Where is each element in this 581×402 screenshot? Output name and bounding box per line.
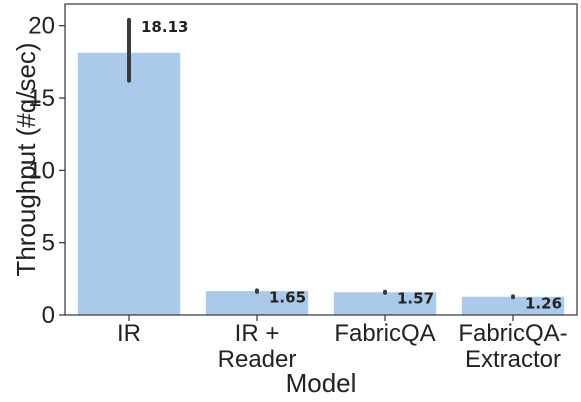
y-tick-label: 5 xyxy=(42,230,55,257)
x-tick-label: IR + Reader xyxy=(218,320,297,373)
bar xyxy=(461,296,565,315)
y-axis-title: Throughput (#q/sec) xyxy=(11,42,41,276)
y-tick-label: 0 xyxy=(42,302,55,329)
bar xyxy=(77,52,181,316)
x-axis-title: Model xyxy=(286,368,357,398)
y-tick-label: 15 xyxy=(28,85,55,112)
data-label: 1.65 xyxy=(269,288,306,306)
x-tick-label: IR xyxy=(117,320,141,347)
bar xyxy=(333,292,437,315)
y-tick-label: 20 xyxy=(28,13,55,40)
x-tick-label: FabricQA-Extractor xyxy=(458,320,567,373)
axes-frame xyxy=(64,3,578,316)
data-label: 18.13 xyxy=(141,18,188,36)
bar xyxy=(205,291,309,315)
data-label: 1.57 xyxy=(397,290,434,308)
data-label: 1.26 xyxy=(525,294,562,312)
plot-area: 0 5 10 15 20 18.13 IR 1.65 IR + Reader 1.57 FabricQ… xyxy=(28,13,567,373)
x-tick-label: FabricQA xyxy=(334,320,435,347)
y-tick-label: 10 xyxy=(28,157,55,184)
